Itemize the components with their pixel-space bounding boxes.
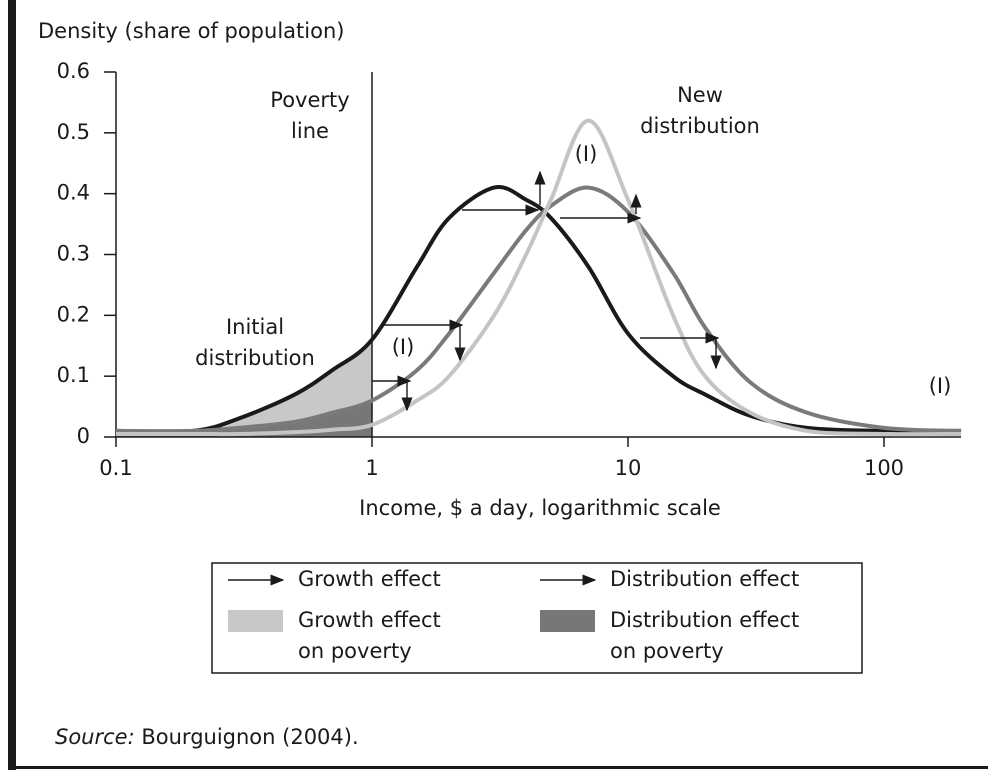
y-tick-label: 0.3 <box>57 242 90 266</box>
y-tick-label: 0.2 <box>57 302 90 326</box>
density-curve <box>115 185 962 434</box>
y-tick-label: 0.1 <box>57 363 90 387</box>
y-tick-label: 0.5 <box>57 120 90 144</box>
legend-label: Growth effect <box>298 608 441 632</box>
x-tick-label: 0.1 <box>99 456 132 480</box>
annotation: New <box>677 83 723 107</box>
annotation: (I) <box>575 142 598 166</box>
annotation: Poverty <box>270 88 349 112</box>
legend-label: on poverty <box>298 639 412 663</box>
annotation: line <box>291 119 329 143</box>
legend-label: Distribution effect <box>610 608 799 632</box>
source: Source: Bourguignon (2004). <box>55 725 359 749</box>
x-tick-label: 10 <box>615 456 642 480</box>
annotation: Initial <box>226 315 284 339</box>
x-tick-label: 100 <box>864 456 904 480</box>
source-label: Source: <box>55 725 135 749</box>
legend-box <box>211 562 863 674</box>
frame-left <box>8 0 16 770</box>
y-tick-label: 0 <box>77 424 90 448</box>
annotation: (I) <box>392 335 415 359</box>
annotation: distribution <box>640 114 760 138</box>
effect-arrows <box>372 170 722 412</box>
poverty-area <box>116 339 372 437</box>
x-axis-title: Income, $ a day, logarithmic scale <box>359 496 721 520</box>
frame-bottom <box>8 766 988 769</box>
legend-label: Distribution effect <box>610 567 799 591</box>
legend-swatch <box>228 610 283 632</box>
legend-label: on poverty <box>610 639 724 663</box>
legend-swatch <box>540 610 595 632</box>
annotation: (I) <box>929 374 952 398</box>
source-text: Bourguignon (2004). <box>141 725 358 749</box>
x-tick-label: 1 <box>365 456 378 480</box>
poverty-area <box>116 400 372 437</box>
y-tick-label: 0.6 <box>57 59 90 83</box>
y-tick-label: 0.4 <box>57 181 90 205</box>
legend-label: Growth effect <box>298 567 441 591</box>
annotation: distribution <box>195 346 315 370</box>
density-curve <box>115 185 962 434</box>
density-curve <box>116 118 962 437</box>
y-axis-title: Density (share of population) <box>38 19 344 43</box>
